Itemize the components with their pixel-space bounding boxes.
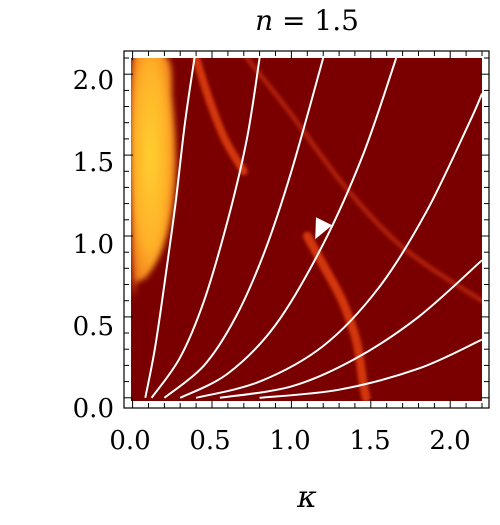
flow-line [179,58,398,399]
y-tick-label: 0.0 [73,394,114,424]
x-tick-labels: 0.0 0.5 1.0 1.5 2.0 [109,426,470,456]
flow-arrow-icon [315,217,333,240]
x-axis-label: κ [296,480,317,515]
chart-title: n = 1.5 [255,4,359,37]
flow-lines [144,58,482,399]
heatmap-band [244,58,482,304]
y-tick-label: 1.5 [73,148,114,178]
axis-ticks [124,51,489,408]
flow-line [144,58,196,398]
x-tick-label: 2.0 [429,426,470,456]
flow-line [259,338,482,399]
flow-line [150,58,261,399]
y-tick-labels: 0.0 0.5 1.0 1.5 2.0 [73,66,114,424]
y-tick-label: 1.0 [73,230,114,260]
x-tick-label: 0.0 [109,426,150,456]
flow-line [219,259,482,399]
y-tick-label: 0.5 [73,312,114,342]
x-tick-label: 1.0 [269,426,310,456]
plot-frame [123,50,490,409]
heatmap-band [192,58,248,176]
y-tick-label: 2.0 [73,66,114,96]
flow-line [163,58,325,399]
flow-line [195,93,482,399]
x-tick-label: 0.5 [189,426,230,456]
x-tick-label: 1.5 [349,426,390,456]
heatmap-hot-region [131,58,176,299]
